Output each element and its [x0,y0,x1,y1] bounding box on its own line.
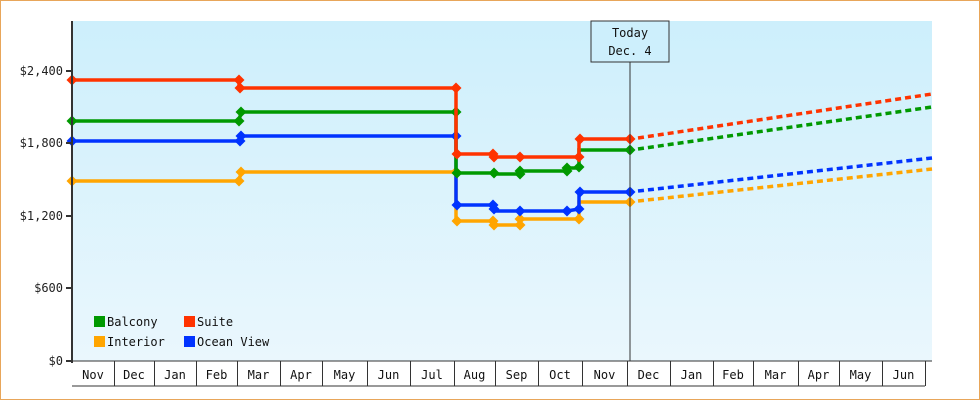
legend-label: Ocean View [197,335,270,349]
x-month-label: Jun [378,368,400,382]
legend-item-ocean-view[interactable]: Ocean View [184,335,270,349]
x-month-label: May [850,368,872,382]
legend-swatch [94,316,105,327]
data-point-marker[interactable] [451,199,463,211]
data-point-marker[interactable] [451,167,463,179]
data-point-marker[interactable] [514,151,526,163]
today-label-line2: Dec. 4 [608,44,651,58]
data-point-marker[interactable] [235,166,247,178]
x-month-label: Feb [206,368,228,382]
x-month-label: Jan [681,368,703,382]
y-tick-label: $0 [49,354,63,368]
data-point-marker[interactable] [574,133,586,145]
series-suite [66,74,933,163]
x-month-label: Nov [594,368,616,382]
data-point-marker[interactable] [514,213,526,225]
legend: Balcony Suite Interior Ocean View [94,315,270,349]
today-label-line1: Today [612,26,648,40]
legend-swatch [184,336,195,347]
data-point-marker[interactable] [488,219,500,231]
data-point-marker[interactable] [450,82,462,94]
y-tick-label: $1,800 [20,136,63,150]
legend-swatch [94,336,105,347]
data-point-marker[interactable] [574,186,586,198]
data-point-marker[interactable] [488,167,500,179]
x-month-label: Sep [506,368,528,382]
x-month-label: Nov [82,368,104,382]
data-point-marker[interactable] [573,203,585,215]
y-axis-ticks: $0 $600 $1,200 $1,800 $2,400 [20,64,72,368]
data-point-marker[interactable] [488,151,500,163]
x-month-label: Apr [808,368,830,382]
data-point-marker[interactable] [514,205,526,217]
data-point-marker[interactable] [561,205,573,217]
data-point-marker[interactable] [488,203,500,215]
x-month-label: Jan [164,368,186,382]
data-point-marker[interactable] [573,161,585,173]
data-point-marker[interactable] [514,165,526,177]
data-point-marker[interactable] [573,151,585,163]
x-month-label: Dec [123,368,145,382]
x-month-label: Jul [421,368,443,382]
data-point-marker[interactable] [451,215,463,227]
legend-label: Balcony [107,315,158,329]
x-month-label: May [334,368,356,382]
legend-item-interior[interactable]: Interior [94,335,165,349]
data-point-marker[interactable] [573,213,585,225]
data-point-marker[interactable] [233,175,245,187]
x-month-label: Mar [765,368,787,382]
data-point-marker[interactable] [514,219,526,231]
legend-label: Interior [107,335,165,349]
series-interior [66,166,933,231]
series-balcony [66,105,933,180]
data-point-marker[interactable] [233,74,245,86]
legend-label: Suite [197,315,233,329]
x-month-label: Apr [290,368,312,382]
x-month-label: Aug [464,368,486,382]
today-marker: Today Dec. 4 [590,20,670,63]
legend-item-balcony[interactable]: Balcony [94,315,158,329]
data-point-marker[interactable] [451,148,463,160]
y-tick-label: $600 [34,281,63,295]
data-point-marker[interactable] [233,115,245,127]
x-month-label: Jun [893,368,915,382]
data-point-marker[interactable] [561,162,573,174]
data-point-marker[interactable] [235,106,247,118]
legend-swatch [184,316,195,327]
x-month-label: Dec [638,368,660,382]
x-month-label: Mar [248,368,270,382]
data-point-marker[interactable] [234,82,246,94]
plot-area [72,21,932,361]
x-axis-months: Nov Dec Jan Feb Mar Apr May Jun Jul Aug Sep Oct Nov D… [72,360,932,387]
legend-item-suite[interactable]: Suite [184,315,233,329]
x-month-label: Feb [722,368,744,382]
x-month-label: Oct [549,368,571,382]
data-point-marker[interactable] [235,130,247,142]
y-tick-label: $1,200 [20,209,63,223]
y-tick-label: $2,400 [20,64,63,78]
